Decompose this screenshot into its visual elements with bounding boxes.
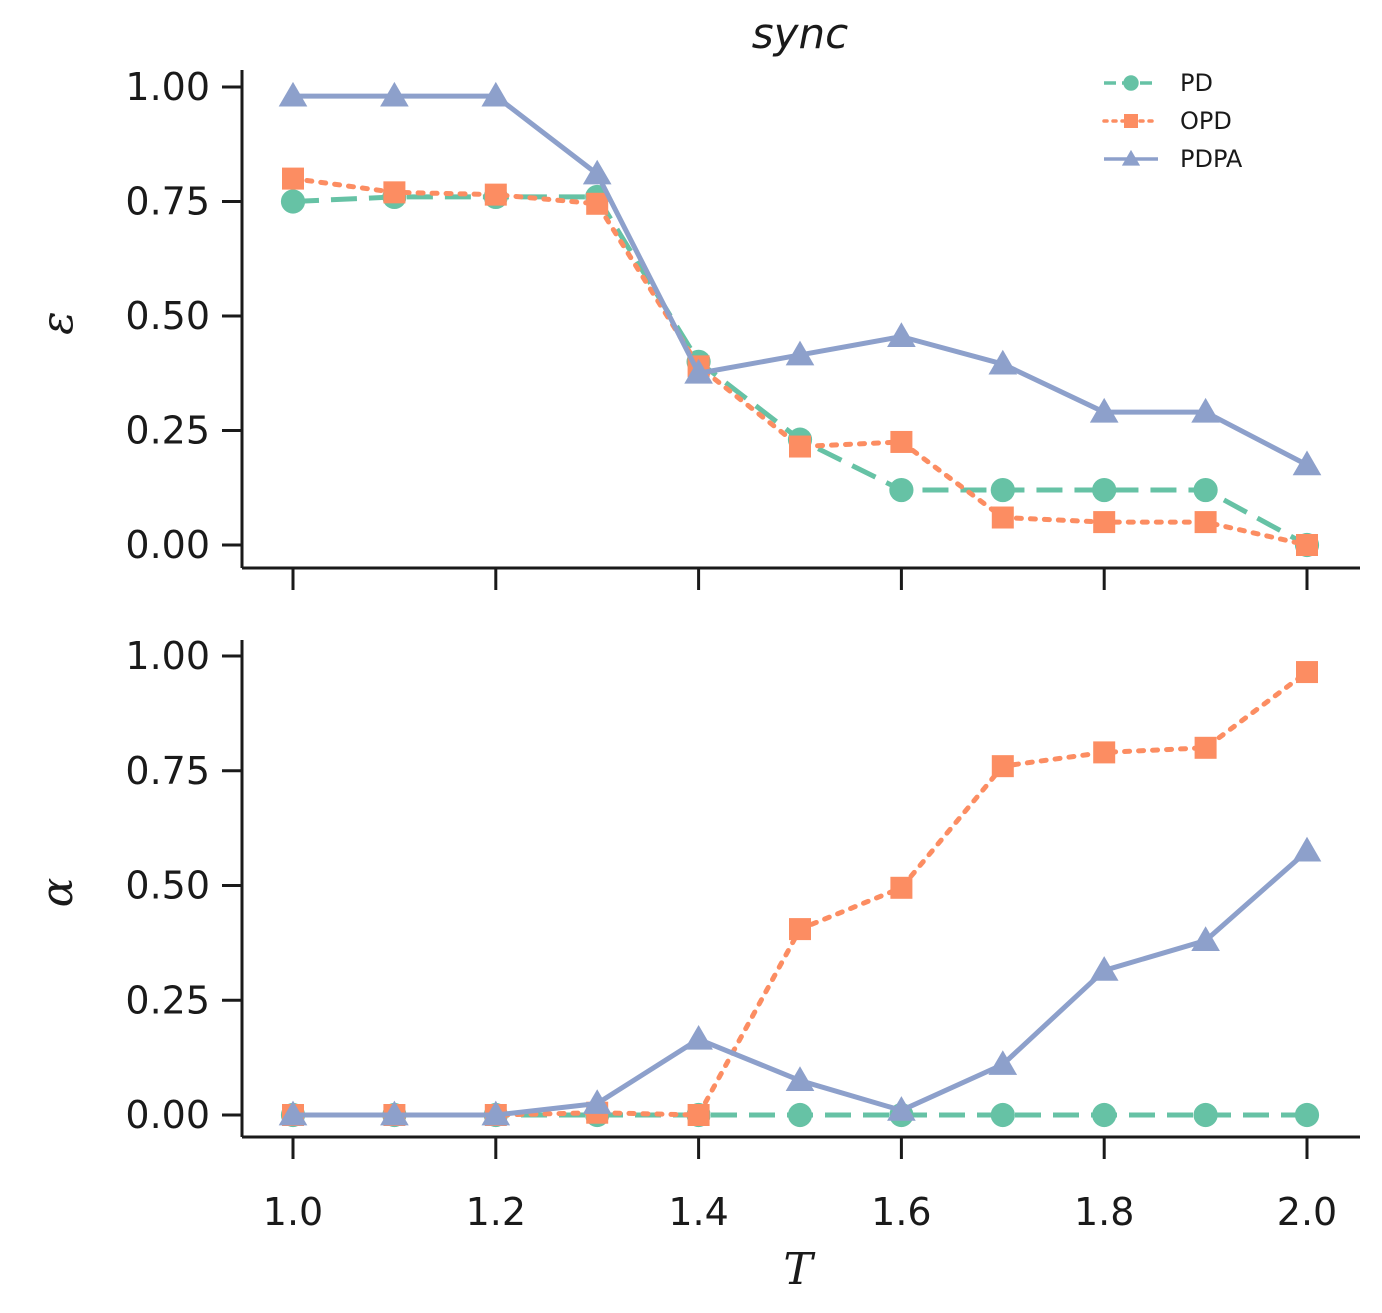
data-point-pdpa (278, 1100, 308, 1126)
data-point-pd (1193, 1102, 1218, 1128)
data-point-pdpa (1292, 450, 1322, 476)
data-point-opd (383, 181, 406, 204)
series-line (290, 669, 1310, 1118)
data-point-pd (1193, 477, 1218, 503)
data-point-opd (991, 755, 1014, 778)
data-point-pdpa (1089, 956, 1119, 981)
y-tick-label: 0.75 (125, 749, 210, 793)
series-line (290, 176, 1310, 548)
x-tick-label: 1.8 (1074, 1190, 1134, 1234)
y-tick-label: 0.50 (125, 864, 210, 908)
data-point-pdpa (481, 1100, 511, 1126)
series-pd (280, 184, 1320, 558)
legend-marker (1121, 149, 1141, 166)
data-point-pd (1294, 1102, 1320, 1128)
y-tick-label: 0.75 (125, 180, 210, 224)
y-tick-label: 1.00 (125, 65, 210, 109)
legend-item-opd: OPD (1102, 107, 1232, 135)
data-point-opd (890, 430, 913, 453)
legend-marker (1124, 114, 1138, 128)
data-point-pdpa (684, 1024, 713, 1050)
data-point-pd (1092, 1102, 1117, 1128)
y-tick-label: 0.50 (125, 294, 210, 338)
x-tick-label: 1.0 (263, 1190, 323, 1234)
panel-1: 0.00 0.25 0.50 0.75 1.00 ε (32, 65, 1360, 590)
data-point-opd (1194, 511, 1217, 534)
data-point-pdpa (785, 340, 815, 366)
data-point-pd (280, 189, 306, 214)
y-tick-label: 0.00 (125, 1093, 210, 1137)
data-point-opd (1296, 661, 1318, 684)
data-point-pd (990, 477, 1015, 503)
data-point-opd (789, 435, 811, 458)
data-point-opd (890, 876, 913, 899)
x-axis-title: T (783, 1244, 816, 1295)
data-point-pdpa (988, 1050, 1018, 1075)
data-point-pdpa (582, 159, 612, 185)
data-point-pdpa (278, 81, 308, 107)
series-opd (282, 661, 1318, 1126)
data-point-pdpa (887, 1096, 916, 1121)
chart-panels: 0.00 0.25 0.50 0.75 1.00 ε 0.00 0.25 0.50 0.75 1.0… (32, 65, 1360, 1234)
data-point-opd (991, 506, 1014, 529)
panel-2: 0.00 0.25 0.50 0.75 1.00 α 1.0 1.2 1.4 1.6 1.8 2.0 (32, 634, 1360, 1234)
data-point-pdpa (380, 1100, 409, 1126)
x-tick-label: 1.6 (871, 1190, 931, 1234)
legend-label: PD (1180, 69, 1213, 97)
y-axis-title: ε (32, 311, 83, 335)
data-point-pdpa (1292, 836, 1322, 862)
data-point-pdpa (1089, 397, 1119, 423)
data-point-opd (1093, 511, 1116, 534)
data-point-pd (1092, 477, 1117, 503)
data-point-pdpa (785, 1066, 815, 1091)
data-point-pd (787, 1102, 813, 1128)
data-point-opd (1093, 741, 1116, 764)
legend-label: PDPA (1180, 145, 1243, 173)
y-tick-label: 0.00 (125, 523, 210, 567)
legend-label: OPD (1180, 107, 1232, 135)
data-point-opd (789, 918, 811, 941)
data-point-pdpa (988, 349, 1018, 375)
data-point-opd (687, 1104, 710, 1126)
data-point-pdpa (582, 1089, 612, 1114)
x-tick-label: 1.4 (668, 1190, 728, 1234)
legend-item-pd: PD (1104, 69, 1213, 97)
data-point-opd (586, 192, 609, 215)
data-point-pdpa (887, 322, 916, 348)
data-point-pdpa (684, 358, 713, 384)
chart-title: sync (752, 9, 848, 58)
legend: PD OPD PDPA (1102, 69, 1243, 173)
series-line (293, 93, 1309, 468)
data-point-pdpa (380, 81, 409, 107)
series-line (292, 194, 1309, 548)
y-axis-title: α (32, 878, 83, 908)
data-point-opd (484, 183, 507, 206)
x-tick-label: 2.0 (1277, 1190, 1337, 1234)
y-tick-label: 0.25 (125, 978, 210, 1022)
data-point-pdpa (481, 81, 511, 107)
legend-marker (1123, 75, 1139, 91)
data-point-pdpa (1191, 397, 1220, 423)
legend-item-pdpa: PDPA (1104, 145, 1243, 173)
x-tick-label: 1.2 (466, 1190, 526, 1234)
y-tick-label: 1.00 (125, 634, 210, 678)
data-point-pd (990, 1102, 1015, 1128)
data-point-opd (1194, 736, 1217, 759)
series-pdpa (278, 81, 1322, 476)
data-point-pd (889, 477, 914, 503)
series-pdpa (278, 836, 1322, 1126)
y-tick-label: 0.25 (125, 409, 210, 453)
data-point-opd (1296, 534, 1318, 556)
data-point-pdpa (1191, 926, 1220, 951)
data-point-opd (282, 167, 304, 190)
